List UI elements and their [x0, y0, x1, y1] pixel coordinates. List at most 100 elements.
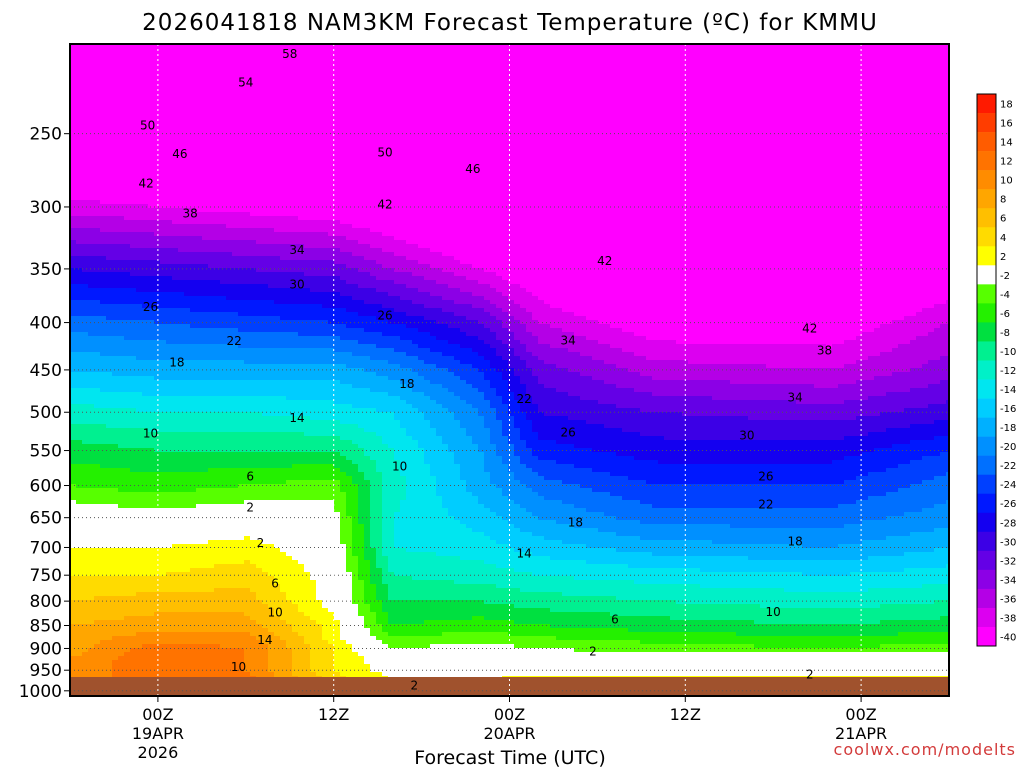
temp-cell: [442, 108, 449, 113]
temp-cell: [526, 88, 533, 93]
temp-cell: [106, 176, 113, 181]
temp-cell: [646, 160, 653, 165]
temp-cell: [562, 144, 569, 149]
temp-cell: [472, 80, 479, 85]
temp-cell: [850, 116, 857, 121]
temp-cell: [514, 144, 521, 149]
temp-cell: [466, 168, 473, 173]
temp-cell: [388, 48, 395, 53]
temp-cell: [922, 56, 929, 61]
temp-cell: [898, 168, 905, 173]
temp-cell: [442, 48, 449, 53]
temp-cell: [442, 176, 449, 181]
temp-cell: [460, 92, 467, 97]
temp-cell: [160, 128, 167, 133]
temp-cell: [646, 172, 653, 177]
temp-cell: [352, 164, 359, 169]
temp-cell: [190, 108, 197, 113]
temp-cell: [334, 124, 341, 129]
temp-cell: [700, 156, 707, 161]
temp-cell: [454, 124, 461, 129]
temp-cell: [352, 80, 359, 85]
temp-cell: [88, 84, 95, 89]
temp-cell: [460, 120, 467, 125]
temp-cell: [892, 88, 899, 93]
temp-cell: [892, 152, 899, 157]
temp-cell: [418, 44, 425, 49]
temp-cell: [616, 44, 623, 49]
temp-cell: [526, 48, 533, 53]
temp-cell: [616, 168, 623, 173]
temp-cell: [544, 80, 551, 85]
temp-cell: [190, 100, 197, 105]
temp-cell: [586, 96, 593, 101]
temp-cell: [826, 60, 833, 65]
temp-cell: [154, 48, 161, 53]
temp-cell: [904, 92, 911, 97]
temp-cell: [406, 56, 413, 61]
temp-cell: [94, 100, 101, 105]
temp-cell: [778, 104, 785, 109]
temp-cell: [628, 108, 635, 113]
temp-cell: [838, 164, 845, 169]
temp-cell: [538, 100, 545, 105]
temp-cell: [532, 76, 539, 81]
temp-cell: [334, 64, 341, 69]
temp-cell: [376, 92, 383, 97]
temp-cell: [718, 52, 725, 57]
temp-cell: [388, 160, 395, 165]
temp-cell: [70, 128, 77, 133]
temp-cell: [748, 160, 755, 165]
temp-cell: [694, 144, 701, 149]
temp-cell: [574, 64, 581, 69]
temp-cell: [646, 72, 653, 77]
temp-cell: [472, 56, 479, 61]
temp-cell: [280, 48, 287, 53]
temp-cell: [880, 112, 887, 117]
temp-cell: [508, 100, 515, 105]
temp-cell: [346, 152, 353, 157]
temp-cell: [400, 64, 407, 69]
temp-cell: [724, 136, 731, 141]
temp-cell: [682, 164, 689, 169]
temp-cell: [298, 120, 305, 125]
temp-cell: [460, 152, 467, 157]
temp-cell: [94, 160, 101, 165]
temp-cell: [784, 96, 791, 101]
temp-cell: [808, 136, 815, 141]
temp-cell: [154, 60, 161, 65]
temp-cell: [652, 44, 659, 49]
temp-cell: [316, 140, 323, 145]
temp-cell: [364, 172, 371, 177]
temp-cell: [334, 44, 341, 49]
temp-cell: [220, 48, 227, 53]
temp-cell: [196, 88, 203, 93]
temp-cell: [610, 76, 617, 81]
temp-cell: [562, 92, 569, 97]
temp-cell: [574, 44, 581, 49]
temp-cell: [130, 64, 137, 69]
temp-cell: [670, 48, 677, 53]
temp-cell: [802, 108, 809, 113]
temp-cell: [184, 148, 191, 153]
temp-cell: [532, 136, 539, 141]
temp-cell: [802, 52, 809, 57]
temp-cell: [280, 104, 287, 109]
temp-cell: [748, 48, 755, 53]
temp-cell: [946, 140, 950, 145]
temp-cell: [754, 56, 761, 61]
temp-cell: [604, 136, 611, 141]
temp-cell: [172, 144, 179, 149]
temp-cell: [670, 168, 677, 173]
temp-cell: [112, 176, 119, 181]
temp-cell: [736, 144, 743, 149]
temp-cell: [274, 176, 281, 181]
temp-cell: [544, 140, 551, 145]
temp-cell: [676, 56, 683, 61]
temp-cell: [466, 60, 473, 65]
temp-cell: [436, 52, 443, 57]
temp-cell: [778, 52, 785, 57]
temp-cell: [238, 64, 245, 69]
temp-cell: [814, 156, 821, 161]
temp-cell: [112, 112, 119, 117]
